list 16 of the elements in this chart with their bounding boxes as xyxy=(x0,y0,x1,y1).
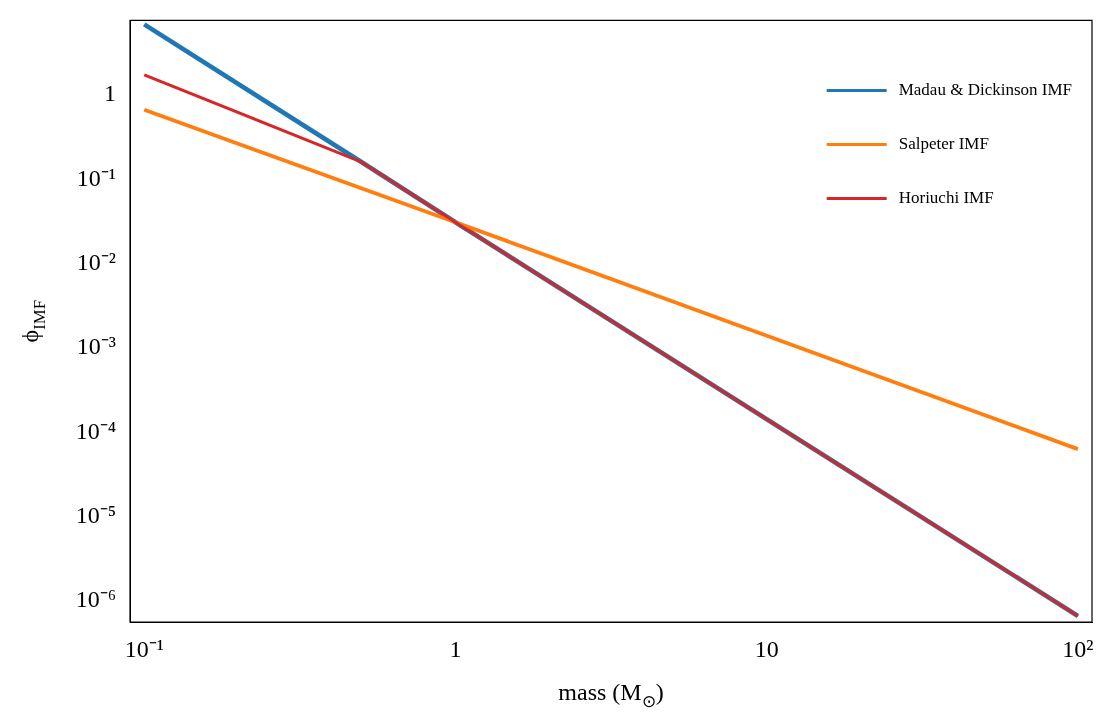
y-tick-label: 10⁻⁶ xyxy=(75,586,116,613)
y-tick-label: 10⁻² xyxy=(76,248,116,275)
y-tick-label: 10⁻¹ xyxy=(76,164,116,191)
x-axis-title: mass (M⊙) xyxy=(558,679,664,712)
legend-label: Madau & Dickinson IMF xyxy=(898,79,1072,99)
y-tick-label: 10⁻⁵ xyxy=(75,501,116,528)
x-tick-label: 10⁻¹ xyxy=(124,635,164,662)
y-tick-label: 1 xyxy=(104,80,116,107)
x-tick-label: 1 xyxy=(449,635,462,662)
y-tick-label: 10⁻³ xyxy=(76,333,116,360)
legend-label: Salpeter IMF xyxy=(898,133,989,153)
y-axis-title: ϕIMF xyxy=(17,299,50,343)
legend-label: Horiuchi IMF xyxy=(898,187,994,207)
x-tick-label: 10² xyxy=(1062,635,1094,662)
x-tick-label: 10 xyxy=(754,635,779,662)
y-tick-label: 10⁻⁴ xyxy=(75,417,116,444)
